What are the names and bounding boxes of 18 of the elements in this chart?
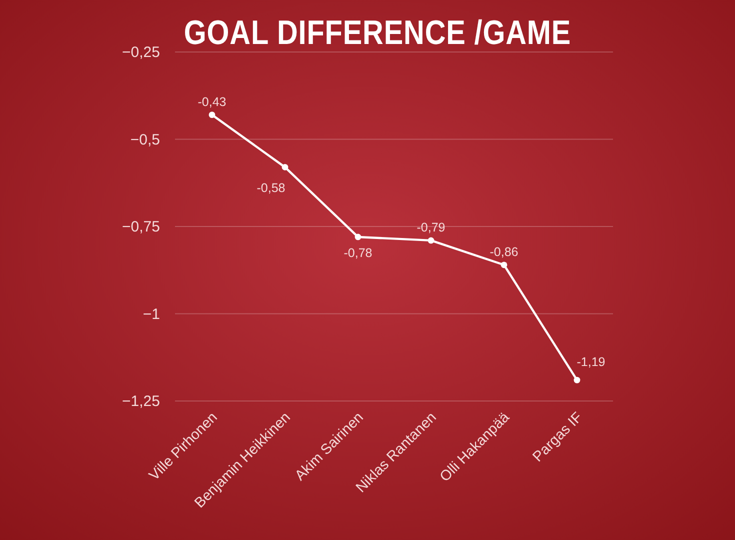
y-tick-label: −1 (142, 306, 160, 323)
point (574, 376, 580, 384)
point (208, 112, 216, 118)
y-tick-label: −0,5 (130, 131, 160, 148)
y-tick-label: −0,25 (122, 44, 160, 61)
data-label: -0,86 (490, 244, 518, 259)
point (500, 262, 508, 268)
point (428, 237, 434, 244)
y-tick-label: −0,75 (122, 218, 160, 236)
point (354, 234, 362, 240)
y-tick-label: −1,25 (122, 393, 160, 410)
data-label: -0,79 (416, 220, 446, 234)
data-label: -1,19 (576, 355, 606, 370)
point (282, 164, 288, 170)
data-label: -0,78 (344, 246, 372, 260)
data-label: -0,58 (256, 181, 286, 196)
chart-title: GOAL DIFFERENCE /GAME (184, 12, 572, 52)
data-label: -0,43 (198, 94, 226, 109)
